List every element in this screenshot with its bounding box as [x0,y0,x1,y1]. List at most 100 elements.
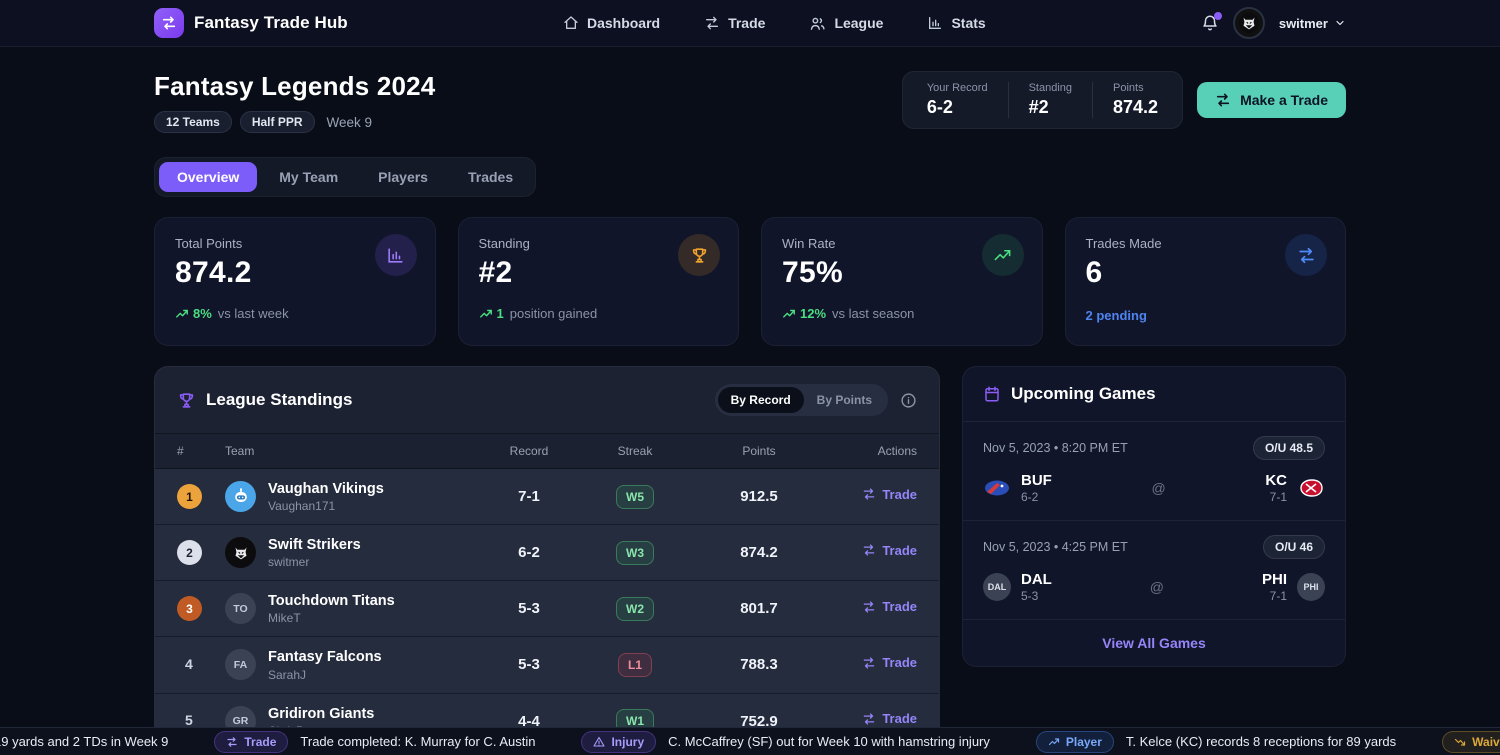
team-abbr: BUF [1021,472,1052,489]
table-row: 2 Swift Strikers switmer 6-2 W3 874.2 Tr… [155,525,939,582]
games-title: Upcoming Games [1011,384,1156,403]
swap-icon [1285,234,1327,276]
streak-badge: L1 [617,652,652,677]
table-row: 4 FA Fantasy Falcons SarahJ 5-3 L1 788.3… [155,637,939,694]
team-owner: switmer [268,555,310,570]
eagles-logo-icon: PHI [1297,573,1325,601]
swap-icon [1215,92,1231,108]
rank-badge: 3 [177,596,202,622]
game-datetime: Nov 5, 2023 • 4:25 PM ET [983,540,1128,554]
sort-toggle: By Record By Points [714,384,888,416]
at-symbol: @ [1151,480,1166,496]
game-row: Nov 5, 2023 • 8:20 PM ET O/U 48.5 BUF 6-… [963,422,1345,521]
toggle-by-points[interactable]: By Points [816,393,872,407]
swap-icon [862,656,876,670]
trending-up-icon [782,307,796,321]
team-avatar [225,537,256,569]
trade-button[interactable]: Trade [862,599,917,614]
table-row: 1 Vaughan Vikings Vaughan171 7-1 W5 912.… [155,469,939,526]
swap-icon [862,487,876,501]
week-label: Week 9 [326,114,373,130]
swap-icon [862,600,876,614]
teams-badge: 12 Teams [154,111,232,133]
trade-button[interactable]: Trade [862,543,917,558]
team-record: 6-2 [1021,490,1039,504]
info-icon[interactable] [900,392,917,409]
trophy-icon [678,234,720,276]
stat-card-trades-made: Trades Made 6 2 pending [1064,217,1346,346]
team-owner: SarahJ [268,667,307,682]
nav-item-league[interactable]: League [809,15,883,32]
tab-overview[interactable]: Overview [159,162,258,192]
trending-up-icon [1048,736,1060,748]
team-name: Gridiron Giants [268,705,375,722]
nav-item-dashboard[interactable]: Dashboard [563,15,660,31]
team-record: 5-3 [1021,589,1039,603]
main-nav: Dashboard Trade League Stats [563,15,986,32]
ticker-item: Waiver D. Hopkins claimed off waivers [1442,730,1500,753]
brand-name: Fantasy Trade Hub [194,13,348,32]
bar-chart-icon [374,234,417,276]
trade-button[interactable]: Trade [862,655,917,670]
tab-my-team[interactable]: My Team [279,169,339,185]
rank-number: 5 [185,712,193,729]
summary-value: 874.2 [1113,97,1159,117]
over-under-badge: O/U 48.5 [1252,436,1325,460]
stat-card-win-rate: Win Rate 75% 12% vs last season [761,217,1043,346]
team-abbr: PHI [1261,571,1287,588]
ticker-item: 19 yards and 2 TDs in Week 9 [0,734,169,749]
view-all-games-link[interactable]: View All Games [1102,635,1206,651]
trending-down-icon [1454,736,1466,748]
pending-trades-link[interactable]: 2 pending [1085,308,1147,323]
team-abbr: DAL [1021,571,1052,588]
view-tabs: Overview My Team Players Trades [154,157,537,197]
nav-item-stats[interactable]: Stats [927,15,986,31]
trade-button[interactable]: Trade [862,487,917,502]
trending-up-icon [479,307,493,321]
user-avatar[interactable] [1232,7,1265,39]
make-a-trade-button[interactable]: Make a Trade [1197,82,1346,118]
team-record: 7-1 [1269,589,1287,603]
team-name: Swift Strikers [268,537,361,554]
scoring-badge: Half PPR [239,111,315,133]
stat-card-total-points: Total Points 874.2 8% vs last week [154,217,436,346]
game-row: Nov 5, 2023 • 4:25 PM ET O/U 46 DAL DAL … [963,521,1345,620]
home-icon [563,15,579,31]
league-meta: 12 Teams Half PPR Week 9 [154,111,435,133]
summary-label: Your Record [926,82,988,94]
user-cluster: switmer [1201,7,1346,39]
league-standings-panel: League Standings By Record By Points # T… [154,366,940,751]
summary-label: Standing [1028,82,1073,94]
ticker-item: Trade Trade completed: K. Murray for C. … [214,730,535,753]
chiefs-logo-icon [1297,474,1325,502]
trending-up-icon [981,234,1024,276]
nav-item-trade[interactable]: Trade [704,15,765,31]
waiver-badge: Waiver [1442,730,1500,753]
toggle-by-record[interactable]: By Record [717,387,804,413]
brand-swap-icon [154,8,184,38]
trade-button[interactable]: Trade [862,711,917,726]
injury-badge: Injury [581,730,657,753]
user-menu[interactable]: switmer [1279,16,1346,31]
ticker-item: Player T. Kelce (KC) records 8 reception… [1035,730,1396,753]
tab-players[interactable]: Players [378,169,428,185]
trending-up-icon [175,307,189,321]
summary-value: 6-2 [926,97,953,117]
summary-value: #2 [1028,97,1049,117]
streak-badge: W5 [616,484,654,509]
player-badge: Player [1035,730,1114,753]
bar-chart-icon [927,15,943,31]
table-row: 3 TO Touchdown Titans MikeT 5-3 W2 801.7… [155,581,939,638]
notifications-bell-icon[interactable] [1201,12,1222,32]
tab-trades[interactable]: Trades [467,169,514,185]
team-avatar: FA [225,649,256,681]
swap-icon [862,543,876,557]
top-navbar: Fantasy Trade Hub Dashboard Trade League… [0,0,1500,47]
team-owner: Vaughan171 [268,499,336,514]
users-icon [809,15,826,32]
team-record: 7-1 [1269,490,1287,504]
rank-badge: 2 [177,540,202,566]
team-owner: MikeT [268,611,301,626]
notification-dot [1213,12,1222,20]
summary-label: Points [1113,82,1144,94]
